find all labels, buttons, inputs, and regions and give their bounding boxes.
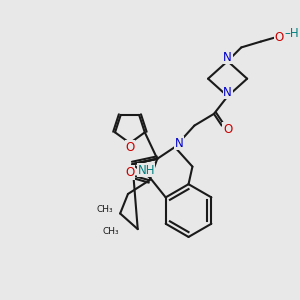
Text: O: O — [125, 166, 134, 179]
Text: CH₃: CH₃ — [96, 205, 113, 214]
Text: O: O — [125, 141, 134, 154]
Text: N: N — [174, 137, 183, 150]
Text: O: O — [274, 31, 284, 44]
Text: O: O — [223, 123, 232, 136]
Text: –H: –H — [284, 27, 299, 40]
Text: NH: NH — [137, 164, 155, 176]
Text: N: N — [223, 51, 232, 64]
Text: CH₃: CH₃ — [102, 226, 119, 236]
Text: N: N — [223, 86, 232, 99]
